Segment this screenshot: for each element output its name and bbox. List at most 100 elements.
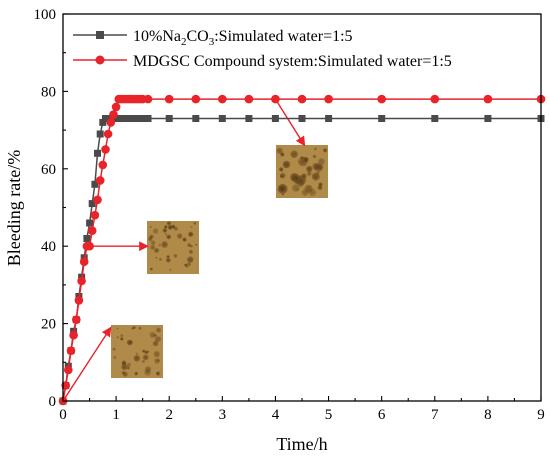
inset-spot (290, 150, 299, 159)
series-red-point (430, 94, 440, 104)
series-gray-point (139, 115, 147, 122)
x-tick-label: 8 (484, 407, 492, 423)
series-gray-point (325, 115, 333, 122)
series-gray-point (83, 235, 91, 242)
inset-spot (323, 148, 328, 153)
inset-spot (187, 243, 192, 248)
inset-spot (150, 267, 153, 271)
series-red-point (103, 129, 113, 139)
annotation-arrow-3 (274, 98, 306, 147)
inset-spot (300, 156, 304, 160)
inset-spot (188, 249, 193, 254)
series-red-point (244, 94, 254, 104)
series-red-point (77, 276, 86, 286)
series-red-point (106, 118, 116, 127)
inset-spot (120, 334, 124, 338)
inset-spot (126, 362, 132, 368)
inset-spot (167, 225, 173, 230)
inset-spot (144, 350, 149, 355)
legend-label-red: MDGSC Compound system:Simulated water=1:… (133, 53, 452, 70)
x-tick-label: 0 (59, 407, 67, 423)
legend-marker-circle (95, 55, 105, 65)
inset-spot (184, 263, 188, 267)
inset-spot (312, 162, 320, 171)
inset-micrograph-1 (111, 325, 163, 378)
inset-spot (149, 234, 154, 239)
inset-spot (301, 189, 309, 196)
legend-label-gray-sub2: 3 (209, 36, 215, 48)
series-gray-point (218, 115, 226, 122)
inset-spot (152, 228, 159, 235)
inset-spot (132, 326, 136, 330)
inset-spot (186, 262, 192, 267)
series-gray-point (192, 115, 200, 122)
legend-label-gray-pre: 10%Na (133, 28, 181, 45)
inset-spot (281, 193, 284, 196)
inset-spot (153, 351, 160, 358)
inset-spot (173, 254, 178, 258)
inset-spot (154, 248, 160, 253)
inset-spot (113, 355, 117, 359)
inset-spot (291, 174, 301, 184)
inset-spot (149, 331, 156, 339)
inset-spot (166, 255, 170, 258)
inset-spot (155, 256, 158, 259)
inset-spot (121, 361, 127, 366)
series-gray-point (378, 115, 386, 122)
series-red-point (66, 346, 76, 356)
series-gray-point (99, 118, 107, 126)
tick-labels: 0 1 2 3 4 5 6 7 8 9 0 20 40 60 80 100 (34, 7, 545, 423)
legend: 10%Na2CO3:Simulated water=1:5 MDGSC Comp… (73, 28, 452, 70)
inset-spot (142, 354, 149, 361)
series-red-point (143, 94, 153, 104)
inset-spot (120, 337, 124, 341)
inset-spot (129, 340, 133, 345)
inset-spot (280, 152, 285, 157)
inset-spot (186, 265, 189, 268)
x-axis-title: Time/h (276, 434, 327, 454)
legend-marker-square (96, 31, 104, 39)
inset-spot (279, 167, 284, 172)
inset-spot (121, 363, 128, 371)
inset-spot (182, 237, 187, 242)
inset-spot (306, 165, 313, 173)
series-red-layer (58, 94, 546, 406)
x-tick-label: 3 (219, 407, 227, 423)
inset-spot (150, 240, 156, 246)
inset-spot (142, 349, 146, 353)
series-red-point (69, 330, 78, 340)
legend-label-gray: 10%Na2CO3:Simulated water=1:5 (133, 28, 353, 48)
x-tick-label: 9 (537, 407, 545, 423)
y-tick-label: 100 (34, 7, 57, 23)
inset-spot (156, 372, 160, 375)
inset-spot (116, 336, 119, 339)
inset-spot (187, 256, 194, 263)
series-red-point (271, 94, 280, 104)
inset-spot (165, 233, 168, 236)
inset-spot (149, 225, 152, 229)
inset-spot (112, 347, 116, 351)
inset-spot (138, 326, 142, 330)
inset-spot (166, 221, 171, 226)
series-red-point (483, 94, 493, 104)
legend-label-gray-post: :Simulated water=1:5 (214, 28, 352, 45)
inset-spot (154, 336, 161, 343)
series-gray-point (431, 115, 439, 122)
series-gray-point (86, 219, 94, 227)
series-gray-point (94, 149, 101, 157)
inset-micrograph-3 (276, 145, 328, 198)
inset-spot (303, 156, 309, 163)
series-red-point (93, 195, 102, 205)
series-red-point (90, 210, 100, 220)
inset-spot (193, 221, 197, 225)
series-gray-point (88, 200, 96, 208)
x-tick-label: 7 (431, 407, 439, 423)
series-red-point (101, 145, 110, 154)
inset-spot (166, 234, 171, 240)
inset-spot (195, 243, 198, 246)
series-red-point (191, 94, 201, 104)
inset-spot (158, 257, 162, 261)
inset-spot (141, 359, 146, 363)
inset-spot (276, 147, 283, 154)
